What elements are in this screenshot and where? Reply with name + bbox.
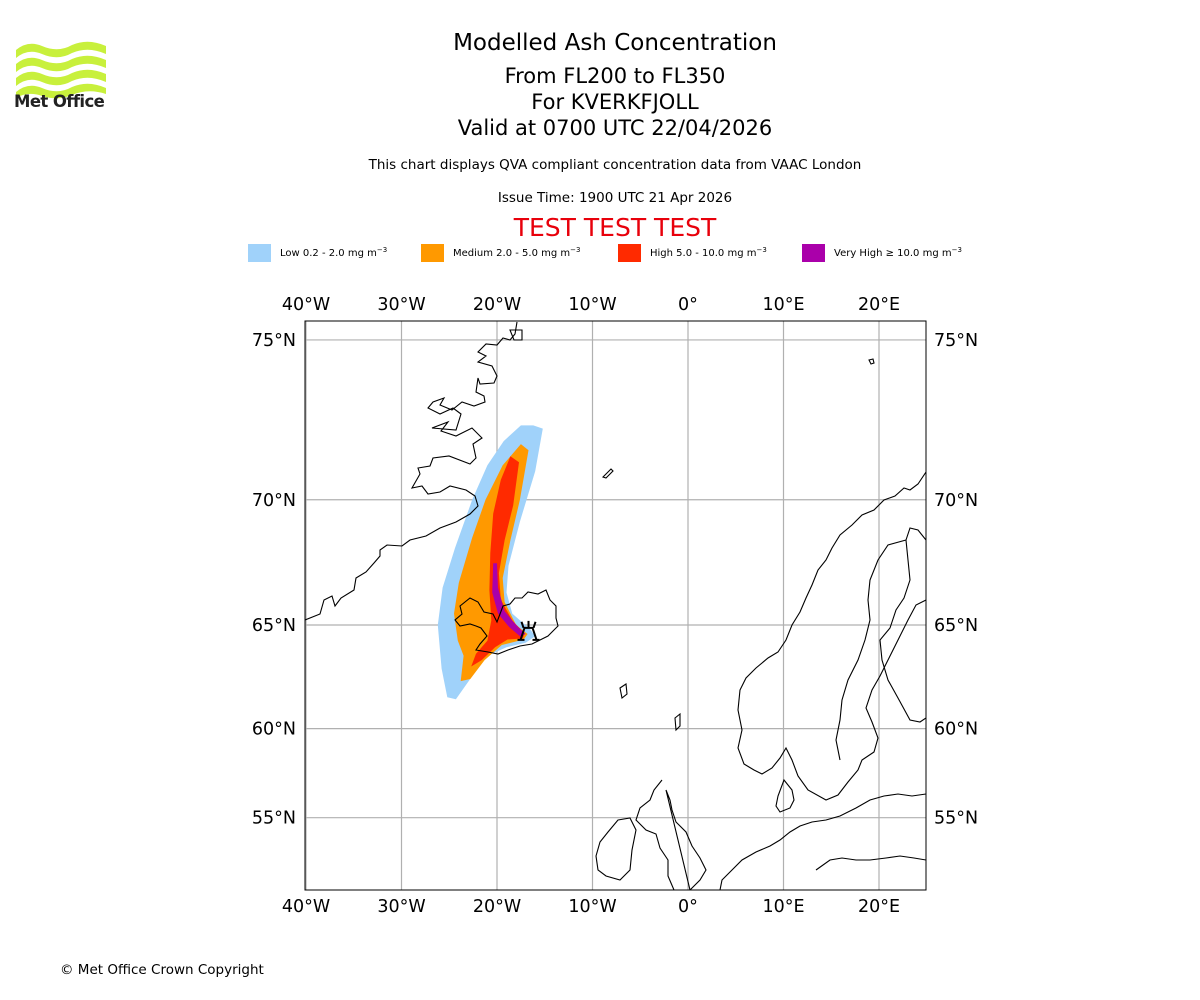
legend-label-high: High 5.0 - 10.0 mg m−3	[650, 246, 767, 259]
lon-tick-label-bottom: 20°W	[473, 897, 521, 917]
met-office-logo-text: Met Office	[14, 92, 105, 111]
lon-tick-label-bottom: 0°	[678, 897, 698, 917]
lat-tick-label-right: 60°N	[934, 720, 978, 740]
legend-swatch-very-high	[802, 244, 825, 262]
lon-tick-label-top: 20°E	[858, 295, 900, 315]
axis-ticks: 40°W 40°W 30°W 30°W 20°W 20°W 10°W 10°W 0° 0° 10°E…	[252, 295, 978, 917]
lat-tick-label-right: 75°N	[934, 331, 978, 351]
coastline-ireland	[595, 817, 637, 881]
lon-tick-label-bottom: 40°W	[282, 897, 330, 917]
test-banner: TEST TEST TEST	[513, 213, 717, 242]
lon-tick-label-bottom: 30°W	[377, 897, 425, 917]
ash-plume	[437, 425, 543, 700]
map-frame	[304, 320, 927, 891]
coastline-uk	[635, 779, 707, 890]
lon-tick-label-top: 40°W	[282, 295, 330, 315]
lat-tick-label-left: 70°N	[252, 491, 296, 511]
lon-tick-label-top: 10°W	[568, 295, 616, 315]
lat-tick-label-left: 60°N	[252, 720, 296, 740]
coastline-scandinavia	[737, 471, 926, 801]
lat-tick-label-left: 55°N	[252, 809, 296, 829]
ash-contour-high	[471, 456, 525, 667]
valid-time: Valid at 0700 UTC 22/04/2026	[457, 116, 773, 140]
volcano-symbol-path	[517, 620, 540, 641]
legend-label-medium: Medium 2.0 - 5.0 mg m−3	[453, 246, 581, 259]
issue-time: Issue Time: 1900 UTC 21 Apr 2026	[497, 190, 733, 206]
copyright: © Met Office Crown Copyright	[60, 962, 264, 978]
flight-levels: From FL200 to FL350	[504, 64, 726, 88]
lon-tick-label-top: 30°W	[377, 295, 425, 315]
volcano-icon[interactable]	[517, 620, 540, 641]
lon-tick-label-bottom: 10°W	[568, 897, 616, 917]
lon-tick-label-top: 0°	[678, 295, 698, 315]
lon-tick-label-top: 20°W	[473, 295, 521, 315]
gridlines	[305, 321, 926, 890]
met-office-logo-waves-icon	[16, 41, 106, 99]
lat-tick-label-right: 55°N	[934, 809, 978, 829]
chart-subtitle: This chart displays QVA compliant concen…	[368, 157, 862, 173]
lat-tick-label-left: 65°N	[252, 616, 296, 636]
legend-label-very-high: Very High ≥ 10.0 mg m−3	[834, 246, 962, 259]
volcano-name: For KVERKFJOLL	[531, 90, 699, 114]
lon-tick-label-top: 10°E	[762, 295, 804, 315]
chart-title: Modelled Ash Concentration	[453, 30, 777, 56]
lat-tick-label-right: 70°N	[934, 491, 978, 511]
legend-swatch-high	[618, 244, 641, 262]
lat-tick-label-left: 75°N	[252, 331, 296, 351]
legend-swatch-medium	[421, 244, 444, 262]
lon-tick-label-bottom: 10°E	[762, 897, 804, 917]
coastlines	[305, 321, 926, 890]
lat-tick-label-right: 65°N	[934, 616, 978, 636]
coastline-greenland	[305, 321, 518, 621]
lon-tick-label-bottom: 20°E	[858, 897, 900, 917]
legend-label-low: Low 0.2 - 2.0 mg m−3	[280, 246, 388, 259]
ash-contour-very-high	[492, 563, 526, 637]
coastline-iceland	[454, 589, 559, 655]
legend-swatch-low	[248, 244, 271, 262]
